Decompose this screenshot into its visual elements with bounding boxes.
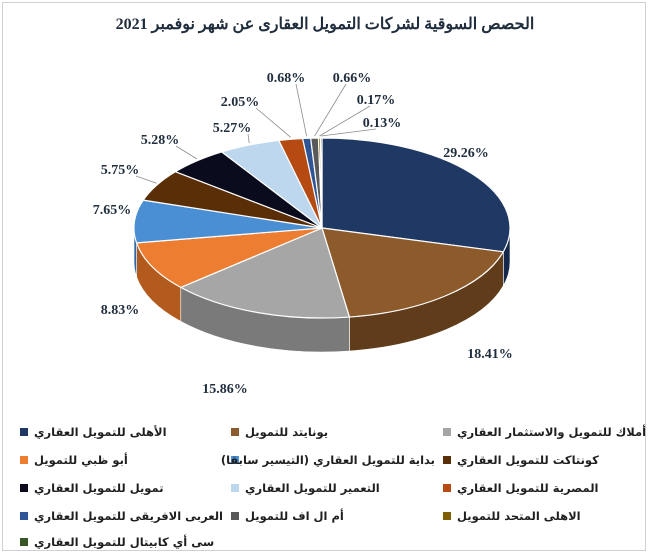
data-label-8: 2.05% (221, 95, 260, 110)
data-label-12: 0.13% (363, 116, 402, 131)
leader-line-12 (321, 128, 377, 137)
leader-line-6 (175, 145, 198, 160)
pie-slice-0 (321, 137, 511, 253)
data-label-6: 5.28% (141, 133, 180, 148)
chart-title: الحصص السوقية لشركات التمويل العقارى عن … (115, 16, 535, 33)
leader-line-5 (135, 175, 157, 184)
data-label-10: 0.66% (333, 71, 372, 86)
leader-line-7 (247, 133, 250, 144)
leader-line-8 (255, 107, 291, 138)
data-label-3: 8.83% (101, 303, 140, 318)
data-label-1: 18.41% (467, 347, 513, 362)
data-label-0: 29.26% (443, 146, 489, 161)
pie-slice-3 (135, 227, 323, 289)
data-label-7: 5.27% (213, 121, 252, 136)
leader-line-11 (319, 105, 371, 137)
pie-slice-2 (179, 227, 351, 319)
data-label-4: 7.65% (93, 203, 132, 218)
data-label-5: 5.75% (101, 163, 140, 178)
pie-slice-12 (319, 137, 323, 229)
leader-line-9 (295, 83, 308, 137)
data-label-9: 0.68% (267, 71, 306, 86)
leader-line-10 (314, 83, 347, 137)
data-label-2: 15.86% (202, 382, 248, 397)
data-label-11: 0.17% (357, 93, 396, 108)
pie-slice-1 (321, 227, 505, 318)
